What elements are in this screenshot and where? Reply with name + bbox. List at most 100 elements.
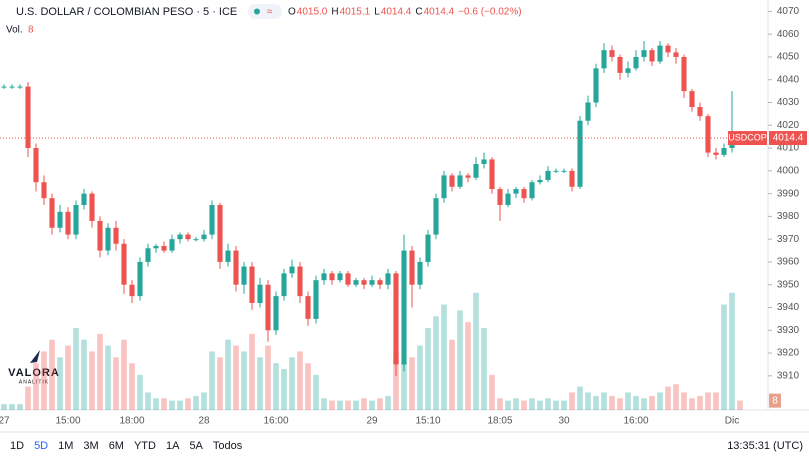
range-button[interactable]: 5A	[189, 440, 203, 452]
logo-name: VALORA	[8, 367, 60, 379]
candle-body	[217, 205, 223, 262]
range-button[interactable]: 1A	[166, 440, 180, 452]
volume-bar	[289, 357, 295, 410]
candle-body	[289, 266, 295, 274]
volume-bar	[49, 339, 55, 410]
price-badge	[769, 131, 807, 146]
range-button[interactable]: YTD	[134, 440, 156, 452]
volume-bar	[473, 292, 479, 410]
candle-body	[417, 261, 423, 285]
symbol-title: U.S. DOLLAR / COLOMBIAN PESO · 5 · ICE	[16, 6, 237, 18]
candle-body	[1, 86, 7, 88]
price-badge-text: 4014.4	[773, 133, 804, 144]
volume-bar	[273, 363, 279, 410]
candle-body	[81, 193, 87, 205]
volume-bar	[233, 345, 239, 410]
volume-bar	[185, 398, 191, 410]
volume-bar	[1, 404, 7, 410]
volume-bar	[193, 395, 199, 410]
volume-bar	[33, 363, 39, 410]
x-tick-label: 30	[558, 416, 570, 427]
volume-bar	[345, 400, 351, 410]
candle-body	[305, 296, 311, 319]
range-button[interactable]: 5D	[34, 440, 48, 452]
range-button[interactable]: 6M	[109, 440, 124, 452]
candle-body	[153, 246, 159, 249]
volume-bar	[41, 351, 47, 410]
y-tick-label: 4070	[777, 6, 800, 17]
candle-body	[321, 273, 327, 281]
range-button[interactable]: Todos	[213, 440, 243, 452]
volume-bar	[553, 400, 559, 410]
candle-body	[369, 280, 375, 285]
ohlc-label: H	[331, 7, 338, 18]
y-tick-label: 3970	[777, 234, 800, 245]
candle-body	[265, 284, 271, 331]
volume-bar	[17, 404, 23, 410]
y-tick-label: 4040	[777, 74, 800, 85]
volume-badge-text: 8	[772, 395, 778, 406]
volume-bar	[729, 292, 735, 410]
volume-bar	[329, 400, 335, 410]
candle-body	[273, 296, 279, 331]
volume-bar	[305, 363, 311, 410]
candle-body	[161, 246, 167, 251]
y-tick-label: 4020	[777, 120, 800, 131]
candle-body	[257, 284, 263, 303]
range-button[interactable]: 1D	[10, 440, 24, 452]
volume-bar	[321, 398, 327, 410]
volume-bar	[689, 398, 695, 410]
y-tick-label: 3910	[777, 370, 800, 381]
volume-bar	[217, 357, 223, 410]
ohlc-label: L	[374, 7, 380, 18]
candle-body	[385, 273, 391, 285]
candle-body	[113, 227, 119, 244]
volume-bar	[737, 400, 743, 410]
compare-icon: ≈	[267, 7, 273, 18]
volume-value: 8	[28, 25, 34, 36]
volume-bar	[129, 363, 135, 410]
range-button[interactable]: 3M	[83, 440, 98, 452]
x-tick-label: 29	[366, 416, 378, 427]
volume-badge	[769, 393, 781, 408]
volume-bar	[337, 400, 343, 410]
volume-bar	[481, 328, 487, 410]
volume-bar	[353, 400, 359, 410]
volume-bar	[417, 345, 423, 410]
logo: VALORA ANALITIK	[8, 350, 60, 385]
range-button[interactable]: 1M	[58, 440, 73, 452]
candle-body	[225, 250, 231, 262]
y-tick-label: 4050	[777, 52, 800, 63]
x-tick-label: 28	[198, 416, 210, 427]
volume-bar	[161, 398, 167, 410]
candle-body	[41, 182, 47, 199]
x-tick-label: Dic	[725, 416, 739, 427]
volume-bar	[641, 398, 647, 410]
candle-body	[473, 164, 479, 178]
volume-label: Vol.	[6, 25, 23, 36]
candle-body	[57, 211, 63, 228]
volume-bar	[153, 398, 159, 410]
candle-body	[713, 152, 719, 155]
candle-body	[689, 91, 695, 108]
candle-body	[121, 243, 127, 285]
volume-bar	[713, 392, 719, 410]
candle-body	[441, 175, 447, 199]
candle-body	[233, 250, 239, 285]
y-tick-label: 4060	[777, 29, 800, 40]
candle-body	[585, 102, 591, 121]
candle-body	[241, 266, 247, 285]
volume-bar	[121, 339, 127, 410]
x-tick-label: 15:00	[55, 416, 80, 427]
volume-bar	[513, 398, 519, 410]
volume-bar	[665, 386, 671, 410]
volume-bar	[105, 345, 111, 410]
candle-body	[313, 280, 319, 319]
toolbar: 1D 5D 1M 3M 6M YTD 1A 5A Todos 13:35:31 (UTC)	[10, 440, 803, 452]
candle-body	[433, 198, 439, 235]
candle-body	[209, 205, 215, 235]
volume-bar	[137, 374, 143, 410]
candle-body	[193, 239, 199, 241]
candle-body	[633, 56, 639, 69]
